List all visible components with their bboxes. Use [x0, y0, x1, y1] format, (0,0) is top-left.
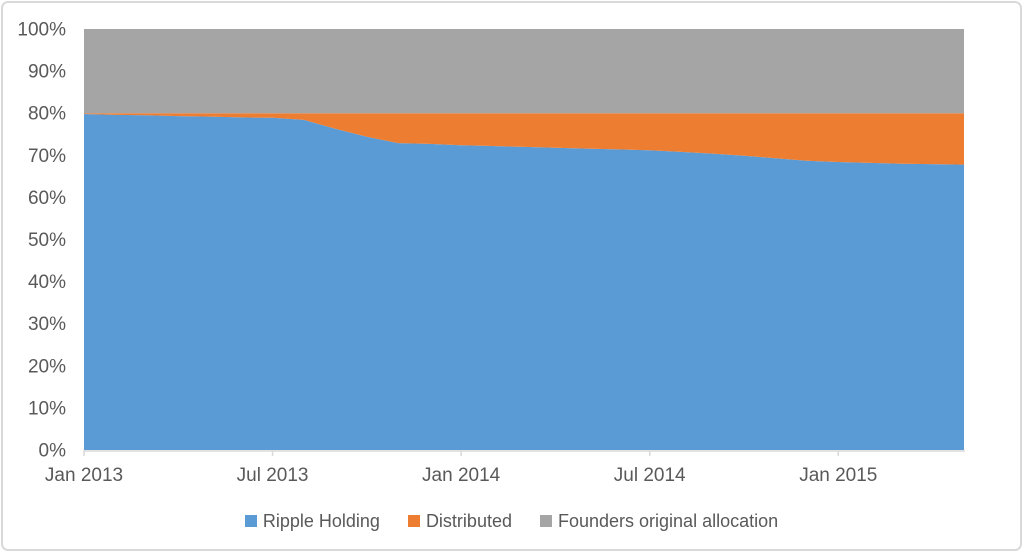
legend-item-ripple-holding: Ripple Holding: [244, 511, 380, 531]
x-axis-label: Jan 2014: [422, 465, 501, 486]
y-axis-label: 30%: [28, 314, 66, 335]
x-axis-label: Jul 2013: [237, 465, 309, 486]
y-axis-label: 100%: [17, 20, 66, 41]
y-axis-label: 70%: [28, 146, 66, 167]
legend-swatch-distributed: [407, 515, 420, 527]
legend-label-distributed: Distributed: [425, 511, 512, 531]
legend-item-founders-original-allocation: Founders original allocation: [539, 511, 779, 531]
legend-item-distributed: Distributed: [407, 511, 512, 531]
stacked-area-chart: Jan 2013 Jul 2013 Jan 2014 Jul 2014 Jan 2015…: [17, 20, 965, 486]
area-founders-original-allocation: [84, 29, 964, 114]
area-ripple-holding: [84, 114, 964, 450]
legend-label-ripple-holding: Ripple Holding: [262, 511, 380, 531]
y-axis-label: 80%: [28, 104, 66, 125]
y-axis-label: 0%: [39, 441, 67, 462]
y-axis-label: 60%: [28, 188, 66, 209]
chart-legend: Ripple Holding Distributed Founders orig…: [3, 511, 1020, 531]
legend-swatch-ripple-holding: [244, 515, 257, 527]
y-axis-label: 10%: [28, 398, 66, 419]
area-distributed: [84, 113, 964, 165]
legend-label-founders-original-allocation: Founders original allocation: [557, 511, 779, 531]
y-axis-label: 40%: [28, 272, 66, 293]
x-axis-label: Jul 2014: [614, 465, 686, 486]
x-axis-label: Jan 2013: [45, 465, 123, 486]
x-axis-label: Jan 2015: [799, 465, 877, 486]
y-axis-label: 50%: [28, 230, 66, 251]
y-axis-label: 90%: [28, 62, 66, 83]
y-axis-label: 20%: [28, 356, 66, 377]
legend-swatch-founders-original-allocation: [539, 515, 552, 527]
